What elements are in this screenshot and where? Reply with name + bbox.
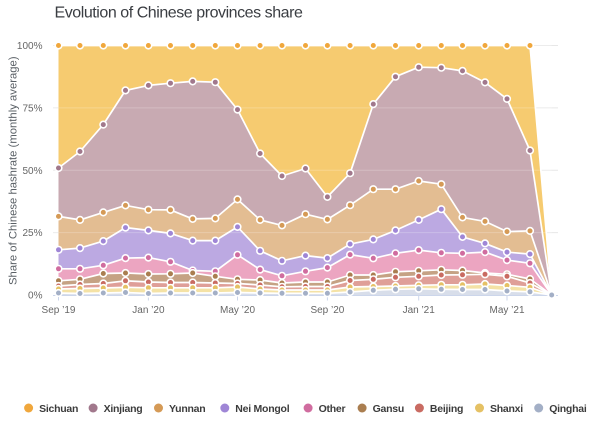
svg-text:Jan ’20: Jan ’20: [132, 305, 165, 316]
svg-text:Shanxi: Shanxi: [490, 403, 523, 415]
svg-text:Qinghai: Qinghai: [549, 403, 587, 415]
svg-text:50%: 50%: [22, 166, 42, 177]
svg-text:May ’21: May ’21: [489, 305, 524, 316]
svg-text:Gansu: Gansu: [373, 403, 404, 415]
svg-text:Yunnan: Yunnan: [169, 403, 205, 415]
svg-text:0%: 0%: [28, 291, 43, 302]
svg-text:Beijing: Beijing: [430, 403, 463, 415]
svg-text:May ’20: May ’20: [220, 305, 255, 316]
svg-text:Share of Chinese hashrate (mon: Share of Chinese hashrate (monthly avera…: [8, 56, 20, 285]
svg-text:Sep ’19: Sep ’19: [42, 305, 76, 316]
svg-text:25%: 25%: [22, 228, 42, 239]
svg-text:Other: Other: [319, 403, 346, 415]
svg-text:Sep ’20: Sep ’20: [310, 305, 344, 316]
svg-text:100%: 100%: [17, 41, 43, 52]
svg-text:Nei Mongol: Nei Mongol: [235, 403, 289, 415]
svg-text:75%: 75%: [22, 103, 42, 114]
svg-text:Xinjiang: Xinjiang: [104, 403, 143, 415]
svg-text:Evolution of Chinese provinces: Evolution of Chinese provinces share: [55, 5, 304, 22]
svg-text:Sichuan: Sichuan: [39, 403, 78, 415]
svg-text:Jan ’21: Jan ’21: [403, 305, 436, 316]
